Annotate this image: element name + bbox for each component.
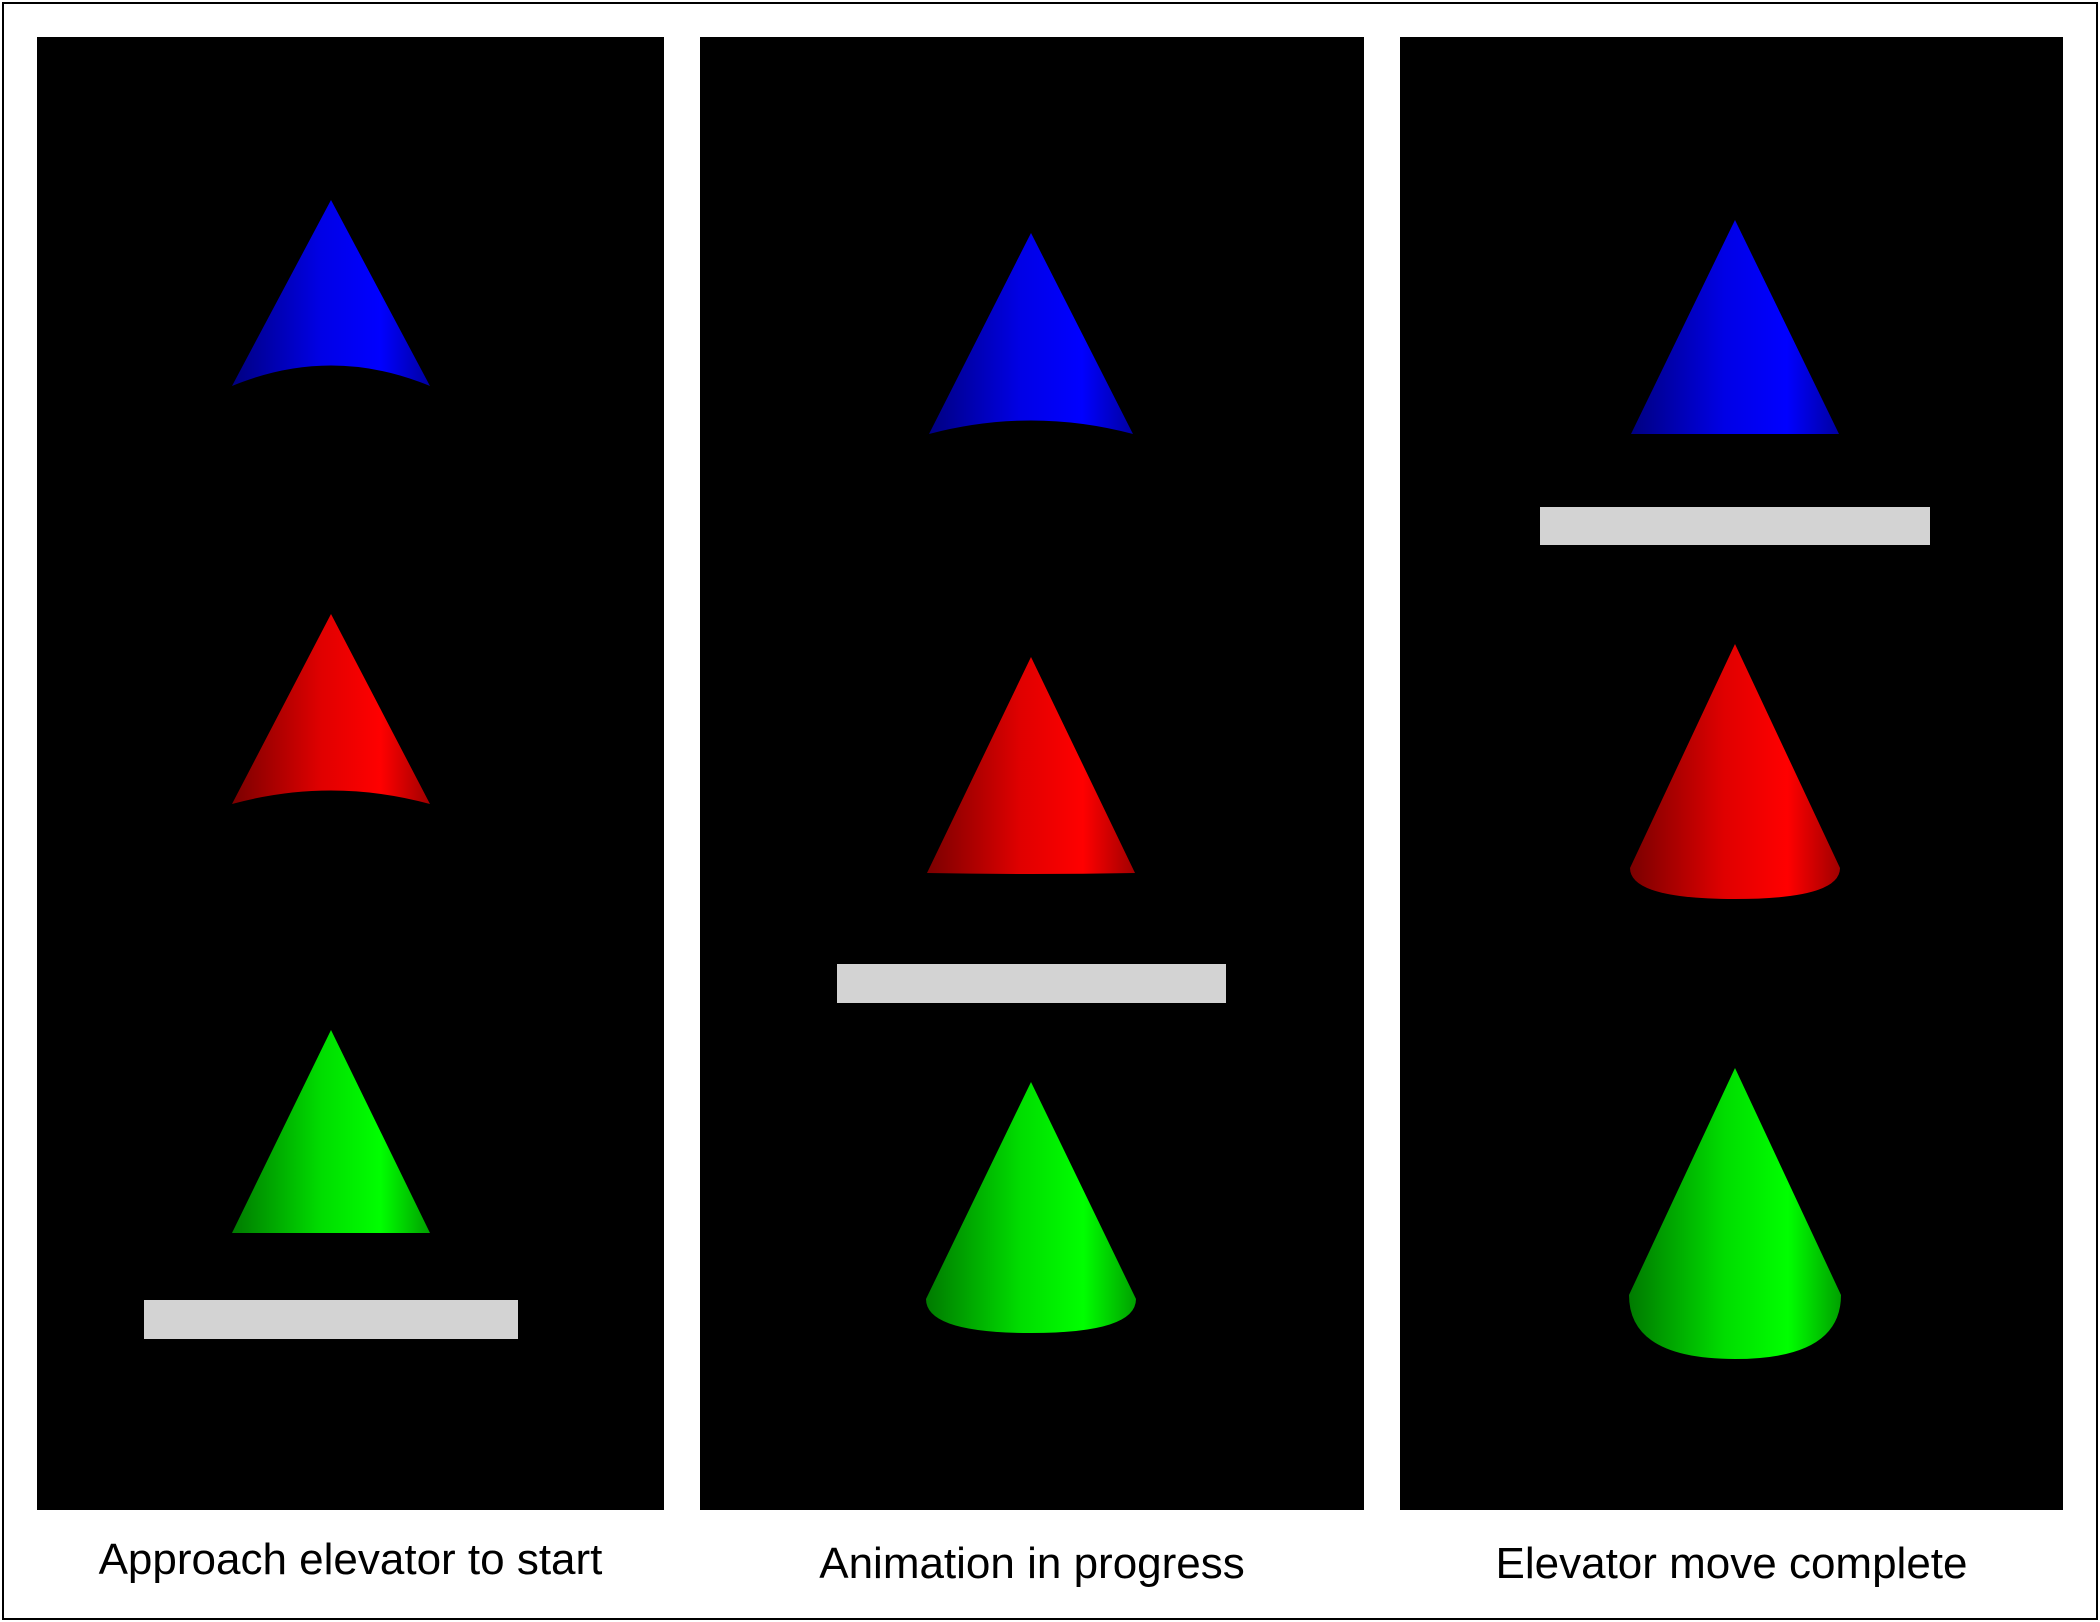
- scene-canvas-progress: [837, 233, 1226, 1333]
- red-cone: [927, 657, 1135, 874]
- elevator-platform: [837, 964, 1226, 1003]
- scene-viewport-complete: [1400, 37, 2063, 1510]
- red-cone: [232, 614, 430, 804]
- elevator-platform: [1540, 507, 1930, 545]
- scene-viewport-start: [37, 37, 664, 1510]
- elevator-platform: [144, 1300, 518, 1339]
- caption-complete: Elevator move complete: [1495, 1539, 1968, 1588]
- scene-viewport-progress: [700, 37, 1364, 1510]
- blue-cone: [929, 233, 1133, 434]
- green-cone: [926, 1082, 1136, 1333]
- green-cone: [232, 1030, 430, 1233]
- blue-cone: [1631, 220, 1839, 434]
- scene-canvas-complete: [1540, 220, 1930, 1359]
- caption-progress: Animation in progress: [819, 1539, 1245, 1588]
- blue-cone: [232, 200, 430, 386]
- caption-start: Approach elevator to start: [98, 1535, 603, 1584]
- red-cone: [1630, 644, 1840, 899]
- scene-canvas-start: [144, 200, 518, 1339]
- green-cone: [1629, 1068, 1841, 1359]
